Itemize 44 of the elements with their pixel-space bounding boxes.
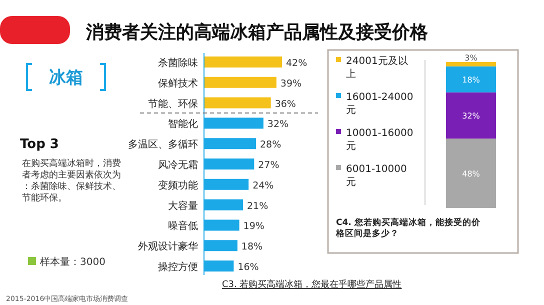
legend-label: 16001-24000元 (346, 92, 414, 116)
bar (204, 76, 276, 88)
data-label: 21% (247, 200, 268, 212)
bar (446, 66, 496, 92)
bar (446, 62, 496, 66)
data-label: 3% (464, 54, 478, 62)
legend-label: 6001-10000元 (346, 164, 407, 188)
data-label: 32% (267, 119, 289, 130)
data-label: 18% (241, 242, 263, 253)
y-tick-label: 节能、环保 (148, 98, 198, 110)
chart-title: 消费者关注的高端冰箱产品属性及接受价格 (85, 22, 429, 43)
y-tick-label: 外观设计豪华 (138, 240, 198, 253)
bar (204, 97, 271, 108)
text: 在购买高端冰箱时，消费者考虑的主要因素依次为：杀菌除味、保鲜技术、节能环保。 (22, 158, 121, 204)
data-label: 18% (462, 75, 480, 84)
bar (446, 92, 496, 139)
y-tick-label: 大容量 (168, 200, 198, 212)
y-tick-label: 杀菌除味 (158, 57, 198, 69)
legend-label: 10001-16000元 (346, 128, 414, 152)
y-tick-label: 智能化 (168, 118, 198, 130)
y-tick-label: 风冷无霜 (158, 159, 198, 171)
text: Top 3 (20, 137, 59, 152)
y-tick-label: 变频功能 (158, 179, 198, 192)
data-label: 27% (258, 160, 280, 171)
text: 冰箱 (49, 68, 83, 88)
y-tick-label: 噪音低 (168, 220, 198, 232)
bar (204, 56, 282, 68)
text: 样本量：3000 (40, 256, 106, 268)
bar (446, 138, 496, 208)
data-label: 48% (462, 169, 480, 178)
data-label: 16% (238, 262, 259, 273)
data-label: 42% (286, 58, 308, 69)
text: C4. 您若购买高端冰箱，能接受的价格区间是多少？ (335, 217, 482, 239)
y-tick-label: 保鲜技术 (158, 77, 198, 90)
data-label: 36% (274, 98, 296, 110)
data-label: 19% (243, 221, 264, 232)
data-label: 24% (252, 180, 274, 192)
text: C3. 若购买高端冰箱，您最在乎哪些产品属性 (222, 279, 402, 290)
data-label: 28% (260, 140, 282, 151)
data-label: 32% (462, 111, 480, 120)
y-tick-label: 多温区、多循环 (128, 138, 198, 151)
data-label: 39% (280, 78, 302, 90)
legend-label: 24001元及以上 (346, 55, 408, 80)
y-tick-label: 操控方便 (158, 261, 198, 273)
